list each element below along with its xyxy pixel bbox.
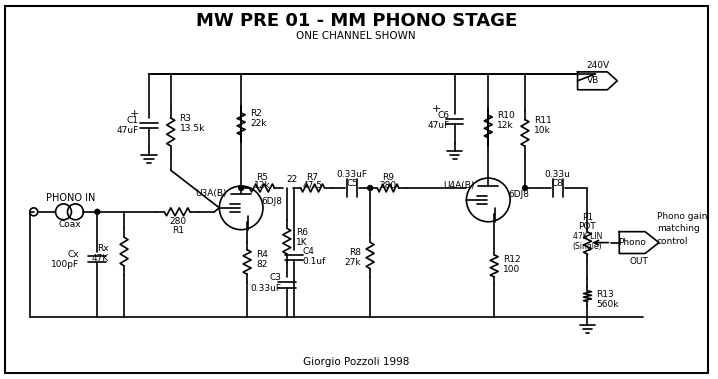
Text: 47K: 47K	[92, 254, 109, 263]
Text: Coax: Coax	[58, 220, 81, 229]
Text: 280: 280	[380, 180, 396, 190]
Text: 0.33u: 0.33u	[545, 170, 571, 179]
Text: R4: R4	[256, 250, 268, 259]
Text: 82: 82	[256, 260, 267, 269]
Text: 0.1uf: 0.1uf	[303, 257, 326, 266]
Text: Giorgio Pozzoli 1998: Giorgio Pozzoli 1998	[303, 357, 409, 366]
Text: R1: R1	[172, 226, 184, 235]
Text: 13.5k: 13.5k	[180, 124, 205, 133]
Text: Cx: Cx	[67, 250, 80, 259]
Text: 100: 100	[503, 265, 521, 274]
Text: +: +	[432, 103, 442, 114]
Circle shape	[523, 186, 528, 191]
Text: VB: VB	[587, 76, 600, 85]
Text: 47uF: 47uF	[427, 121, 449, 130]
Text: R12: R12	[503, 255, 521, 264]
Text: C3: C3	[270, 273, 282, 282]
Text: 12k: 12k	[497, 121, 514, 130]
Text: R5: R5	[256, 172, 268, 182]
Text: MW PRE 01 - MM PHONO STAGE: MW PRE 01 - MM PHONO STAGE	[195, 12, 517, 30]
Text: +: +	[129, 108, 139, 119]
Text: PHONO IN: PHONO IN	[46, 193, 95, 203]
Text: POT: POT	[579, 222, 597, 231]
Text: 22k: 22k	[250, 119, 266, 128]
Text: R3: R3	[180, 114, 192, 123]
Text: C1: C1	[127, 116, 139, 125]
Text: 1K: 1K	[296, 238, 307, 247]
Circle shape	[95, 209, 100, 214]
Text: 280: 280	[169, 217, 186, 226]
Text: 100pF: 100pF	[51, 260, 80, 269]
Circle shape	[368, 186, 373, 191]
Text: R6: R6	[296, 228, 308, 237]
Text: R11: R11	[534, 116, 551, 125]
Text: C8: C8	[551, 179, 564, 188]
Text: 0.33uF: 0.33uF	[337, 170, 368, 179]
Text: 240V: 240V	[586, 61, 609, 70]
Text: Phono: Phono	[618, 238, 646, 247]
Text: C4: C4	[303, 247, 314, 256]
Text: R8: R8	[349, 248, 361, 257]
Text: R2: R2	[250, 109, 262, 118]
Polygon shape	[577, 72, 617, 90]
Text: R10: R10	[497, 111, 515, 120]
Text: 47uF: 47uF	[117, 126, 139, 135]
Text: U4A(B): U4A(B)	[443, 180, 474, 190]
Text: Phono gain
matching
control: Phono gain matching control	[657, 212, 707, 246]
Text: 47K LIN: 47K LIN	[573, 232, 602, 241]
Text: 47.5: 47.5	[302, 180, 322, 190]
Text: 560k: 560k	[597, 300, 619, 309]
Text: 10k: 10k	[534, 126, 551, 135]
Polygon shape	[619, 232, 659, 254]
Text: 6DJ8: 6DJ8	[508, 191, 529, 199]
Text: OUT: OUT	[630, 257, 648, 266]
Text: 6DJ8: 6DJ8	[261, 197, 282, 207]
Text: 22: 22	[286, 175, 297, 183]
Text: 27k: 27k	[345, 258, 361, 267]
Text: C6: C6	[437, 111, 449, 120]
Text: C5: C5	[346, 179, 358, 188]
Text: U3A(B): U3A(B)	[195, 190, 227, 199]
Text: R13: R13	[597, 290, 614, 299]
Text: R9: R9	[382, 172, 394, 182]
Text: ONE CHANNEL SHOWN: ONE CHANNEL SHOWN	[297, 31, 416, 41]
Text: 12k: 12k	[253, 180, 270, 190]
Text: Rx: Rx	[98, 244, 109, 253]
Text: (Single): (Single)	[573, 242, 602, 251]
Text: R7: R7	[307, 172, 319, 182]
Text: P1: P1	[582, 213, 593, 222]
Circle shape	[238, 186, 243, 191]
Text: 0.33uF: 0.33uF	[251, 284, 282, 293]
